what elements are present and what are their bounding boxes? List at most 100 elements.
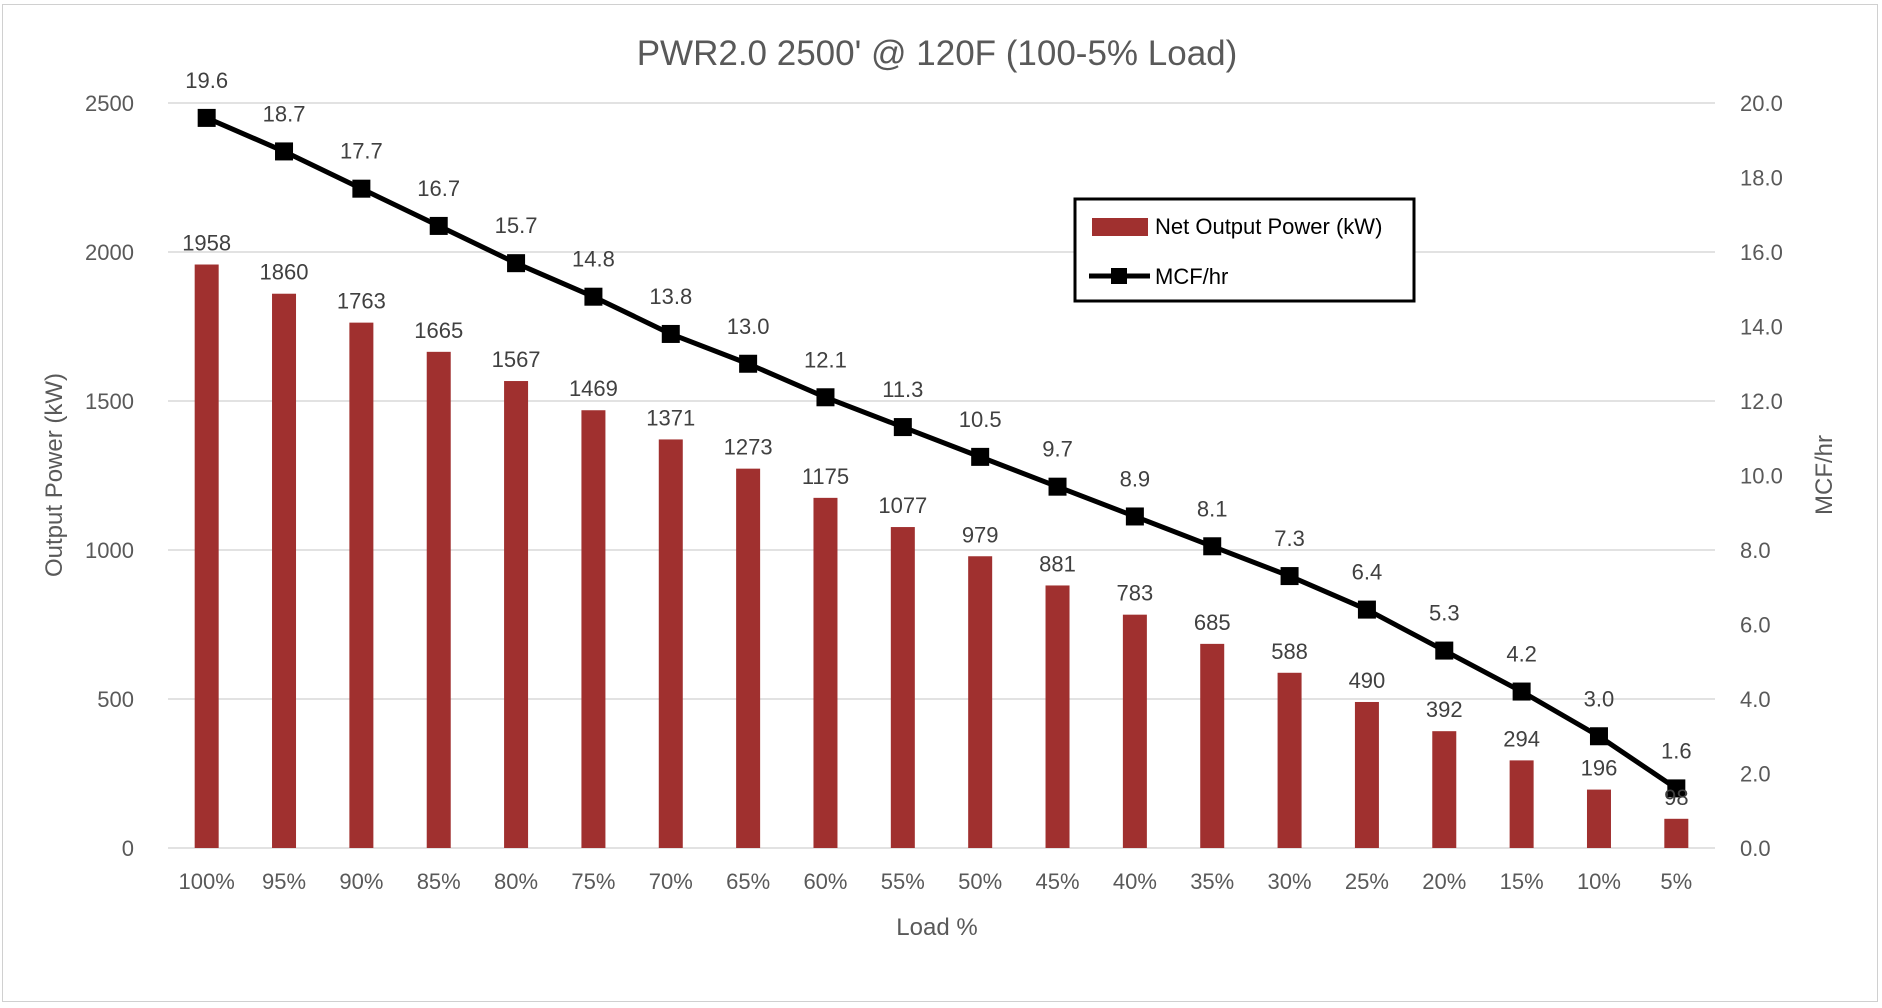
bar-data-label: 1371 <box>646 405 695 430</box>
bar <box>272 293 297 849</box>
bar <box>194 264 219 848</box>
bar-data-label: 1763 <box>337 289 386 314</box>
x-tick-label: 65% <box>726 869 770 894</box>
line-marker <box>661 324 680 343</box>
x-tick-label: 20% <box>1422 869 1466 894</box>
line-marker <box>584 287 603 306</box>
line-data-label: 19.6 <box>185 68 228 93</box>
bar-series <box>194 264 1689 849</box>
line-marker <box>1280 567 1299 586</box>
line-data-label: 3.0 <box>1584 686 1615 711</box>
x-tick-label: 75% <box>571 869 615 894</box>
bar <box>1664 818 1689 848</box>
line-marker <box>1048 477 1067 496</box>
bar-data-label: 294 <box>1503 726 1540 751</box>
line-marker <box>971 447 990 466</box>
bar-data-label: 881 <box>1039 551 1076 576</box>
x-tick-label: 45% <box>1036 869 1080 894</box>
y2-tick-label: 16.0 <box>1740 240 1783 265</box>
line-data-label: 12.1 <box>804 347 847 372</box>
bar-data-label: 1567 <box>492 347 541 372</box>
bar-data-label: 1175 <box>802 464 849 489</box>
line-marker <box>429 216 448 235</box>
bar <box>1586 789 1611 848</box>
line-marker <box>1125 507 1144 526</box>
y2-tick-label: 12.0 <box>1740 389 1783 414</box>
y2-tick-label: 8.0 <box>1740 538 1771 563</box>
line-data-label: 8.9 <box>1120 466 1151 491</box>
bar <box>658 439 683 848</box>
bar-data-labels: 1958 1860 1763 1665 1567 1469 1371 1273 1175 1077… <box>182 231 1688 810</box>
bar-data-label: 1077 <box>878 493 927 518</box>
line-data-labels: 19.6 18.7 17.7 16.7 15.7 14.8 13.8 13.0 12.1 11.3… <box>185 68 1691 764</box>
legend: Net Output Power (kW) MCF/hr <box>1073 197 1416 303</box>
series-line <box>205 115 1678 791</box>
line-marker <box>1589 727 1608 746</box>
bar <box>504 381 529 848</box>
y-tick-label: 2000 <box>85 240 134 265</box>
x-axis-title: Load % <box>896 914 977 941</box>
bar-data-label: 1665 <box>414 318 463 343</box>
bar <box>349 322 374 849</box>
bar-data-label: 685 <box>1194 610 1231 635</box>
bar-data-label: 979 <box>962 522 999 547</box>
y-axis-ticks: 0 500 1000 1500 2000 2500 <box>85 91 134 861</box>
line-marker <box>739 354 758 373</box>
line-data-label: 10.5 <box>959 407 1002 432</box>
x-tick-label: 100% <box>179 869 235 894</box>
line-data-label: 9.7 <box>1042 437 1073 462</box>
x-tick-label: 40% <box>1113 869 1157 894</box>
y2-tick-label: 18.0 <box>1740 166 1783 191</box>
gridlines <box>168 102 1715 849</box>
bar-data-label: 783 <box>1117 581 1154 606</box>
line-data-label: 11.3 <box>882 377 923 402</box>
bar <box>1277 672 1302 848</box>
line-data-label: 17.7 <box>340 139 383 164</box>
y2-tick-label: 0.0 <box>1740 836 1771 861</box>
line-marker <box>1512 682 1531 701</box>
legend-swatch-bar <box>1092 218 1148 236</box>
bar <box>736 468 761 848</box>
y-axis-title: Output Power (kW) <box>41 373 68 577</box>
y2-tick-label: 14.0 <box>1740 315 1783 340</box>
chart-title: PWR2.0 2500' @ 120F (100-5% Load) <box>637 34 1238 73</box>
line-data-label: 5.3 <box>1429 601 1460 626</box>
x-tick-label: 50% <box>958 869 1002 894</box>
x-tick-label: 70% <box>649 869 693 894</box>
bar-data-label: 196 <box>1581 756 1618 781</box>
legend-swatch-marker <box>1111 268 1127 284</box>
x-tick-label: 60% <box>803 869 847 894</box>
line-data-label: 6.4 <box>1352 560 1383 585</box>
bar <box>581 410 606 848</box>
bar <box>813 497 838 848</box>
line-marker <box>197 108 216 127</box>
y-tick-label: 2500 <box>85 91 134 116</box>
line-data-label: 13.8 <box>649 284 692 309</box>
y2-tick-label: 4.0 <box>1740 687 1771 712</box>
x-tick-label: 35% <box>1190 869 1234 894</box>
x-tick-label: 95% <box>262 869 306 894</box>
y-tick-label: 1500 <box>85 389 134 414</box>
line-marker <box>816 388 835 407</box>
line-data-label: 1.6 <box>1661 738 1692 763</box>
bar-data-label: 1860 <box>260 260 309 285</box>
line-data-label: 15.7 <box>495 213 538 238</box>
y-tick-label: 0 <box>122 836 134 861</box>
line-marker <box>1357 600 1376 619</box>
bar <box>1354 701 1379 848</box>
y2-tick-label: 10.0 <box>1740 464 1783 489</box>
x-axis-ticks: 100% 95% 90% 85% 80% 75% 70% 65% 60% 55% 50% 45% 40%… <box>179 869 1693 894</box>
legend-box <box>1073 197 1416 303</box>
y-tick-label: 1000 <box>85 538 134 563</box>
y2-axis-ticks: 0.0 2.0 4.0 6.0 8.0 10.0 12.0 14.0 16.0 18.0 20.0 <box>1740 91 1783 861</box>
bar-data-label: 1469 <box>569 376 618 401</box>
line-marker <box>275 142 294 161</box>
bar-data-label: 98 <box>1664 785 1688 810</box>
bar-data-label: 392 <box>1426 697 1463 722</box>
line-data-label: 16.7 <box>417 176 460 201</box>
y2-tick-label: 6.0 <box>1740 613 1771 638</box>
x-tick-label: 85% <box>417 869 461 894</box>
x-tick-label: 15% <box>1500 869 1544 894</box>
line-data-label: 8.1 <box>1197 496 1228 521</box>
